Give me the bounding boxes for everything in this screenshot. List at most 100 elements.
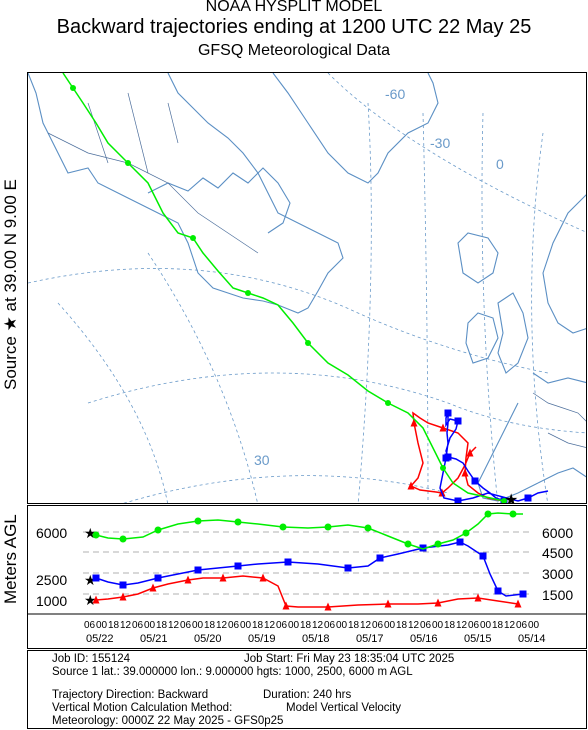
right-ticks: 6000 4500 3000 1500 — [542, 525, 573, 603]
hour-tick: 00 — [528, 620, 540, 631]
map-trajectory-marker — [461, 468, 469, 477]
map-trajectory-line-2500 — [439, 412, 549, 502]
right-tick-4500: 4500 — [542, 545, 573, 561]
profile-trajectory-marker — [194, 517, 202, 525]
profile-trajectory-marker — [324, 523, 332, 531]
hour-tick: 00 — [336, 620, 348, 631]
date-tick: 05/15 — [464, 633, 492, 645]
hour-tick: 18 — [444, 620, 456, 631]
source-star-icon: ★ — [504, 492, 518, 504]
hour-tick: 00 — [96, 620, 108, 631]
graticule-meridian-2 — [422, 112, 429, 503]
hour-tick: 18 — [252, 620, 264, 631]
profile-trajectory-marker — [514, 599, 522, 608]
hour-tick: 12 — [168, 620, 180, 631]
source-location-label: Source ★ at 39.00 N 9.00 E — [1, 179, 20, 390]
map-trajectory-marker — [305, 340, 311, 346]
coastlines — [28, 73, 586, 502]
profile-trajectory-marker — [474, 593, 482, 602]
vertical-method-value: Model Vertical Velocity — [286, 702, 402, 714]
map-trajectory-marker — [466, 448, 474, 457]
map-trajectory-marker — [501, 498, 507, 503]
graticule-meridian-5 — [147, 252, 258, 503]
profile-trajectory-marker — [494, 587, 502, 595]
map-trajectory-line-6000 — [62, 73, 505, 502]
map-trajectory-marker — [70, 85, 76, 91]
scandinavia-coast — [542, 194, 586, 334]
profile-trajectory-marker — [384, 599, 392, 608]
iberia-coast — [477, 402, 539, 502]
hour-tick: 00 — [480, 620, 492, 631]
graticule-parallel-mid — [87, 372, 586, 434]
hour-tick: 06 — [420, 620, 432, 631]
map-trajectory-marker — [439, 423, 447, 432]
left-tick-1000: 1000 — [36, 593, 67, 609]
hour-tick: 06 — [468, 620, 480, 631]
label-lon-minus-60: -60 — [385, 86, 405, 102]
trajectory-direction: Trajectory Direction: Backward — [52, 689, 209, 701]
profile-trajectory-marker — [519, 590, 527, 598]
profile-trajectory-marker — [119, 581, 127, 589]
right-tick-6000: 6000 — [542, 525, 573, 541]
hour-tick: 00 — [240, 620, 252, 631]
hour-tick: 18 — [156, 620, 168, 631]
canada-us-border — [47, 132, 259, 254]
hour-ticks: 06 00 18 12 06 00 18 12 06 00 18 12 06 00 18 12 06 00 18 12… — [84, 620, 540, 631]
hour-tick: 12 — [216, 620, 228, 631]
label-lon-0: 0 — [496, 156, 504, 172]
hour-tick: 18 — [108, 620, 120, 631]
profile-trajectory-marker — [509, 510, 517, 518]
europe-north-coast — [532, 372, 586, 384]
hour-tick: 12 — [312, 620, 324, 631]
map-trajectory-marker — [442, 454, 450, 462]
date-tick: 05/20 — [194, 633, 222, 645]
graticule-parallel-south — [123, 475, 449, 503]
right-tick-1500: 1500 — [542, 587, 573, 603]
hour-tick: 18 — [204, 620, 216, 631]
hour-tick: 06 — [180, 620, 192, 631]
left-tick-6000: 6000 — [36, 525, 67, 541]
hour-tick: 18 — [396, 620, 408, 631]
date-tick: 05/14 — [518, 633, 546, 645]
map-trajectory-marker — [125, 160, 131, 166]
profile-trajectory-marker — [219, 573, 227, 582]
graticule-meridian-4 — [531, 132, 549, 503]
hour-tick: 18 — [492, 620, 504, 631]
profile-trajectory-marker — [119, 592, 127, 601]
iceland-coast — [457, 232, 499, 284]
map-trajectory-marker — [190, 235, 196, 241]
graticule-parallel-north — [28, 268, 549, 374]
graticule — [28, 73, 586, 503]
start-star-1000-icon: ★ — [84, 592, 97, 608]
date-ticks: 05/22 05/21 05/20 05/19 05/18 05/17 05/16 05/15… — [86, 633, 546, 645]
hour-tick: 00 — [288, 620, 300, 631]
hour-tick: 06 — [84, 620, 96, 631]
map-trajectory-marker — [245, 290, 251, 296]
hour-tick: 06 — [324, 620, 336, 631]
map-trajectory-marker — [454, 417, 462, 425]
profile-trajectory-marker — [234, 518, 242, 526]
profile-trajectory-marker — [434, 540, 442, 548]
profile-trajectory-marker — [92, 531, 100, 539]
source-info: Source 1 lat.: 39.000000 lon.: 9.000000 … — [52, 666, 413, 678]
great-britain-coast — [497, 292, 529, 374]
province-borders — [87, 92, 179, 174]
date-tick: 05/16 — [410, 633, 438, 645]
graticule-labels: -60 -30 0 30 — [254, 86, 504, 468]
profile-trajectory-marker — [404, 540, 412, 548]
europe-borders — [532, 392, 586, 448]
right-tick-3000: 3000 — [542, 566, 573, 582]
hour-tick: 12 — [456, 620, 468, 631]
hour-tick: 00 — [384, 620, 396, 631]
hour-tick: 12 — [408, 620, 420, 631]
graticule-meridian-6 — [57, 302, 168, 503]
profile-trajectory-line-2500 — [95, 541, 524, 597]
borders — [47, 92, 586, 448]
profile-trajectory-marker — [92, 595, 100, 604]
profile-trajectory-marker — [479, 552, 487, 560]
title-line-2: Backward trajectories ending at 1200 UTC… — [56, 16, 532, 38]
job-start: Job Start: Fri May 23 18:35:04 UTC 2025 — [244, 653, 455, 665]
profile-trajectory-marker — [484, 510, 492, 518]
profile-trajectory-marker — [184, 575, 192, 584]
map-canvas: -60 -30 0 30 ★ — [28, 73, 586, 504]
